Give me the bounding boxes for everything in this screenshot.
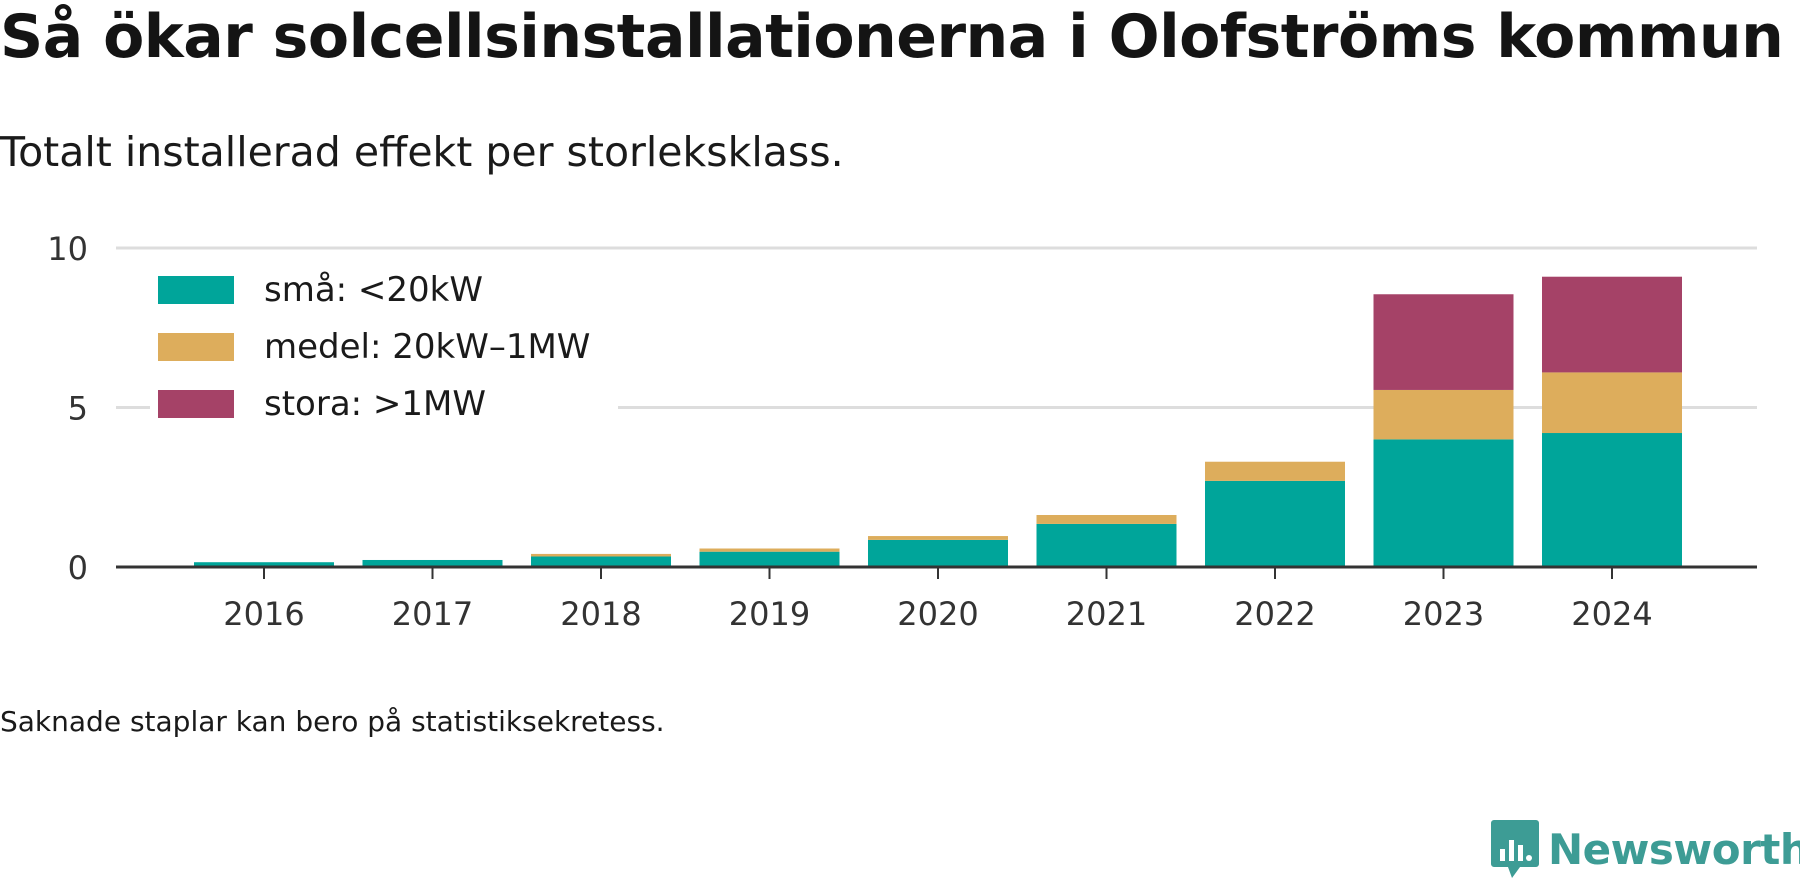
legend-swatch (158, 333, 234, 361)
y-tick-label: 10 (47, 230, 88, 268)
legend-swatch (158, 276, 234, 304)
bar-segment (868, 536, 1008, 540)
x-tick-label: 2016 (223, 595, 304, 633)
x-tick-label: 2024 (1571, 595, 1652, 633)
y-axis-ticks: 0 5 10 (47, 230, 88, 587)
bar-segment (531, 553, 671, 557)
x-tick-label: 2019 (729, 595, 810, 633)
bar-segment (699, 548, 840, 552)
bar-segment (868, 539, 1008, 567)
bar-segment (699, 551, 840, 567)
x-tick-label: 2017 (392, 595, 473, 633)
bar-segment (1373, 294, 1514, 390)
legend-label: små: <20kW (264, 270, 483, 310)
x-tick-label: 2021 (1066, 595, 1147, 633)
y-tick-label: 5 (68, 390, 88, 428)
x-tick-label: 2020 (897, 595, 978, 633)
legend-swatch (158, 390, 234, 418)
legend-label: medel: 20kW–1MW (264, 327, 590, 367)
bar-segment (1205, 461, 1345, 481)
bars (194, 276, 1682, 567)
bar-segment (531, 556, 671, 567)
x-axis: 2016 2017 2018 2019 2020 2021 2022 2023 2024 (116, 565, 1757, 633)
bar-segment (1373, 389, 1514, 440)
brand-logo: Newsworthy (1490, 818, 1800, 880)
y-tick-label: 0 (68, 549, 88, 587)
newsworthy-logo-icon (1491, 820, 1539, 878)
brand-name: Newsworthy (1548, 824, 1800, 874)
bar-segment (1542, 276, 1682, 373)
x-tick-label: 2018 (560, 595, 641, 633)
x-tick-label: 2023 (1403, 595, 1484, 633)
bar-segment (1542, 372, 1682, 434)
x-tick-label: 2022 (1234, 595, 1315, 633)
bar-segment (1036, 523, 1177, 567)
bar-segment (194, 562, 334, 567)
bar-segment (1205, 480, 1345, 567)
legend: små: <20kW medel: 20kW–1MW stora: >1MW (150, 268, 618, 433)
chart-title: Så ökar solcellsinstallationerna i Olofs… (0, 2, 1784, 72)
footnote: Saknade staplar kan bero på statistiksek… (0, 705, 665, 738)
legend-label: stora: >1MW (264, 384, 486, 424)
chart-subtitle: Totalt installerad effekt per storlekskl… (0, 128, 844, 176)
bar-segment (1542, 433, 1682, 567)
bar-segment (1036, 515, 1177, 524)
bar-segment (1373, 439, 1514, 567)
bar-segment (362, 559, 503, 567)
